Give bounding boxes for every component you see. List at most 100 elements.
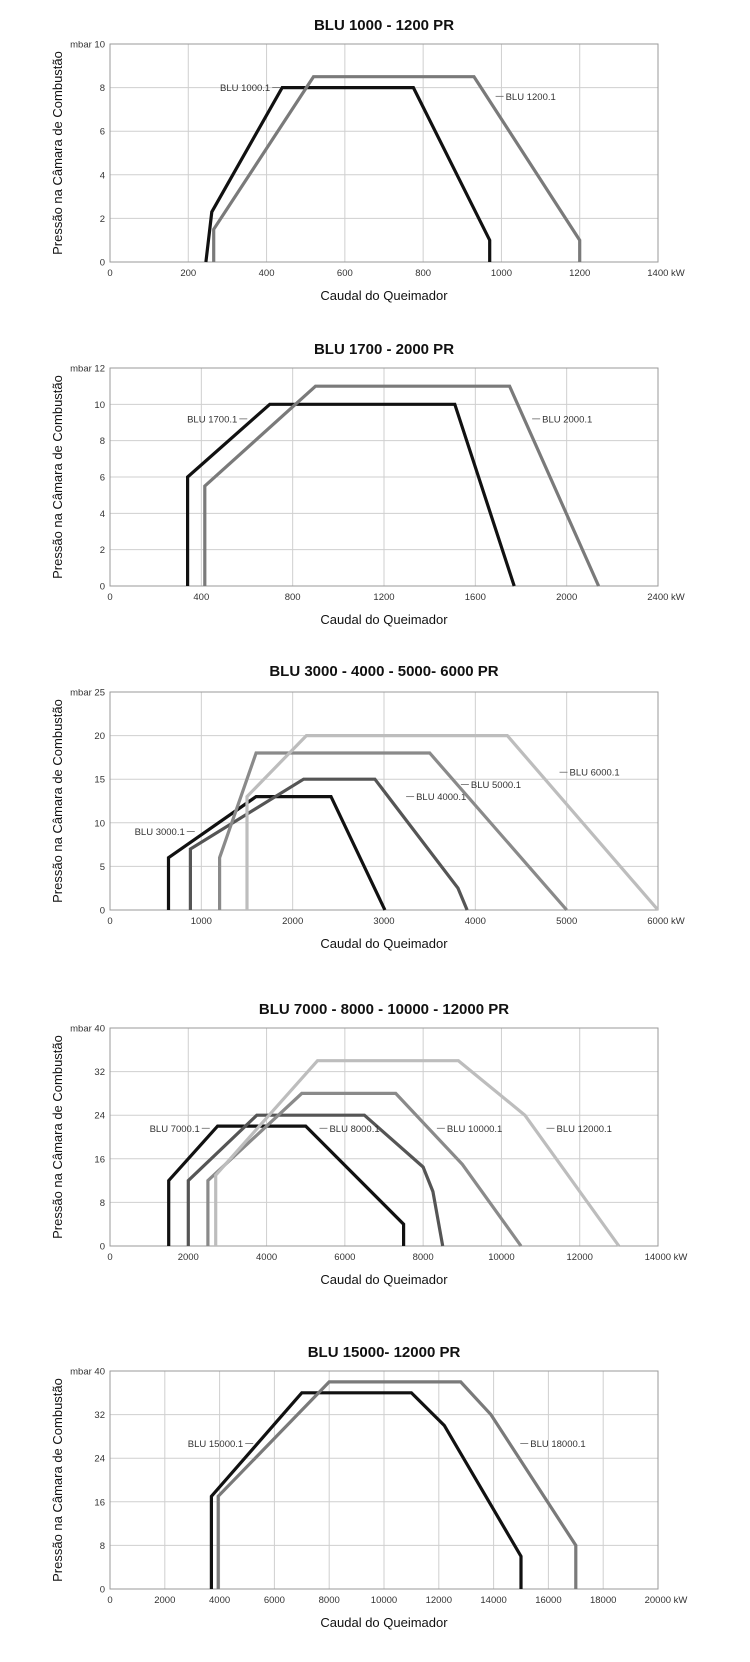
x-tick-label: 10000: [488, 1252, 514, 1263]
plot-frame: [109, 43, 659, 263]
x-tick-label: 1200: [569, 268, 590, 279]
y-tick-label: mbar 40: [70, 1367, 105, 1378]
x-tick-label: 3000: [373, 916, 394, 927]
y-tick-label: mbar 12: [70, 364, 105, 375]
series-label: BLU 1000.1: [220, 83, 270, 94]
y-axis-label: Pressão na Câmara de Combustão: [50, 1378, 65, 1582]
y-tick-label: 24: [94, 1111, 105, 1122]
series-label: BLU 10000.1: [447, 1124, 502, 1135]
y-tick-label: 10: [94, 818, 105, 829]
series-label: BLU 4000.1: [416, 792, 466, 803]
x-tick-label: 5000: [556, 916, 577, 927]
y-axis-label: Pressão na Câmara de Combustão: [50, 51, 65, 255]
x-tick-label: 6000: [264, 1595, 285, 1606]
x-tick-label: 2000: [178, 1252, 199, 1263]
y-tick-label: 8: [100, 1541, 105, 1552]
y-tick-label: 4: [100, 170, 105, 181]
series-line-blu-8000-1: [186, 1113, 445, 1247]
x-tick-label: 12000: [426, 1595, 452, 1606]
y-tick-label: 0: [100, 258, 105, 269]
series-label: BLU 5000.1: [471, 780, 521, 791]
series-line-blu-12000-1: [214, 1059, 621, 1247]
x-tick-label: 800: [415, 268, 431, 279]
x-tick-label: 0: [107, 1595, 112, 1606]
x-tick-label: 12000: [567, 1252, 593, 1263]
plot-frame: [109, 367, 659, 587]
y-tick-label: 10: [94, 400, 105, 411]
series-label: BLU 6000.1: [570, 768, 620, 779]
chart-5: BLU 15000- 12000 PR 0 8 16 24 32 mbar 40 0 2000 4…: [50, 1344, 687, 1630]
x-axis-label: Caudal do Queimador: [320, 288, 448, 303]
x-axis-label: Caudal do Queimador: [320, 1272, 448, 1287]
x-tick-label: 200: [180, 268, 196, 279]
y-tick-label: 2: [100, 214, 105, 225]
y-tick-label: 0: [100, 1585, 105, 1596]
x-axis-label: Caudal do Queimador: [320, 936, 448, 951]
series-line-blu-1000-1: [204, 85, 492, 263]
x-tick-label: 4000: [209, 1595, 230, 1606]
x-tick-label: 0: [107, 592, 112, 603]
chart-1: BLU 1000 - 1200 PR 0 2 4 6 8 mbar 10 0 200 400 600…: [50, 17, 685, 303]
x-tick-label: 8000: [319, 1595, 340, 1606]
series-line-blu-3000-1: [166, 794, 387, 911]
chart-title: BLU 3000 - 4000 - 5000- 6000 PR: [269, 663, 498, 680]
series-label: BLU 3000.1: [135, 827, 185, 838]
x-tick-label: 2000: [556, 592, 577, 603]
y-tick-label: 8: [100, 83, 105, 94]
y-tick-label: 32: [94, 1410, 105, 1421]
y-tick-label: 20: [94, 731, 105, 742]
x-tick-label: 2400 kW: [647, 592, 685, 603]
y-tick-label: mbar 10: [70, 40, 105, 51]
y-tick-label: 2: [100, 545, 105, 556]
series-line-blu-6000-1: [245, 733, 660, 912]
chart-title: BLU 1700 - 2000 PR: [314, 341, 454, 358]
y-tick-label: 15: [94, 775, 105, 786]
series-label: BLU 1700.1: [187, 414, 237, 425]
x-tick-label: 0: [107, 1252, 112, 1263]
x-tick-label: 4000: [465, 916, 486, 927]
chart-title: BLU 7000 - 8000 - 10000 - 12000 PR: [259, 1001, 509, 1018]
x-tick-label: 10000: [371, 1595, 397, 1606]
y-tick-label: 16: [94, 1497, 105, 1508]
x-tick-label: 0: [107, 268, 112, 279]
x-tick-label: 6000: [334, 1252, 355, 1263]
series-line-blu-18000-1: [216, 1380, 578, 1589]
x-tick-label: 14000: [480, 1595, 506, 1606]
x-tick-label: 1600: [465, 592, 486, 603]
y-axis-label: Pressão na Câmara de Combustão: [50, 375, 65, 579]
x-axis-label: Caudal do Queimador: [320, 612, 448, 627]
series-label: BLU 8000.1: [329, 1124, 379, 1135]
series-label: BLU 7000.1: [150, 1124, 200, 1135]
x-axis-label: Caudal do Queimador: [320, 1615, 448, 1630]
y-tick-label: 5: [100, 862, 105, 873]
x-tick-label: 400: [193, 592, 209, 603]
x-tick-label: 14000 kW: [645, 1252, 688, 1263]
series-label: BLU 12000.1: [556, 1124, 611, 1135]
y-tick-label: 0: [100, 1242, 105, 1253]
x-tick-label: 2000: [282, 916, 303, 927]
y-tick-label: 8: [100, 436, 105, 447]
series-label: BLU 15000.1: [188, 1439, 243, 1450]
y-tick-label: 24: [94, 1454, 105, 1465]
x-tick-label: 1400 kW: [647, 268, 685, 279]
series-line-blu-15000-1: [209, 1391, 523, 1589]
chart-title: BLU 15000- 12000 PR: [308, 1344, 461, 1361]
series-line-blu-1200-1: [212, 75, 582, 262]
series-line-blu-1700-1: [186, 402, 516, 587]
y-tick-label: 16: [94, 1154, 105, 1165]
series-line-blu-10000-1: [206, 1091, 523, 1247]
y-tick-label: 0: [100, 906, 105, 917]
y-tick-label: 8: [100, 1198, 105, 1209]
series-label: BLU 1200.1: [506, 92, 556, 103]
y-tick-label: mbar 25: [70, 688, 105, 699]
x-tick-label: 800: [285, 592, 301, 603]
chart-2: BLU 1700 - 2000 PR 0 2 4 6 8 10 mbar 12 0 400 800 1…: [50, 341, 685, 627]
series-line-blu-5000-1: [218, 751, 568, 912]
x-tick-label: 16000: [535, 1595, 561, 1606]
series-line-blu-4000-1: [188, 777, 469, 911]
y-tick-label: 0: [100, 582, 105, 593]
y-axis-label: Pressão na Câmara de Combustão: [50, 1035, 65, 1239]
x-tick-label: 400: [259, 268, 275, 279]
